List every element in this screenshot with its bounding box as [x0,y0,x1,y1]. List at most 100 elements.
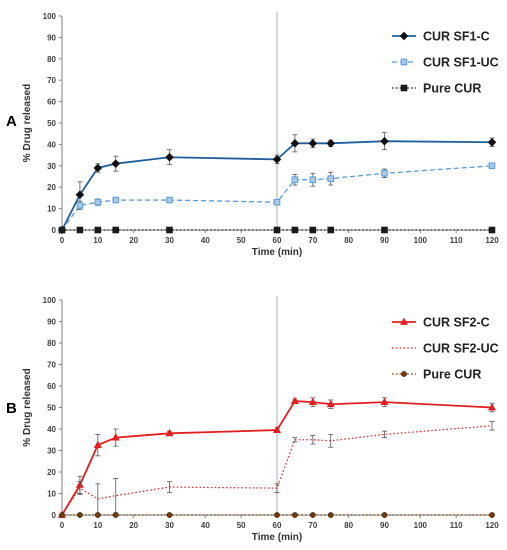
legend-label: Pure CUR [423,82,481,96]
legend-marker [399,317,409,325]
data-point [489,512,495,518]
data-point [487,137,497,147]
data-point [290,396,299,404]
data-point [112,512,119,518]
data-point [308,397,317,406]
x-tick-label: 30 [165,521,174,530]
series-1 [58,162,496,234]
y-tick-label: 10 [47,205,56,214]
data-point [272,155,282,164]
x-tick-label: 70 [308,236,317,245]
legend: CUR SF2-C CUR SF2-UC Pure CUR [392,316,499,382]
data-point [94,226,102,234]
data-point [380,136,389,146]
y-tick-label: 50 [47,404,56,413]
x-tick-label: 120 [485,521,499,530]
data-point [327,175,335,182]
y-tick-label: 90 [47,33,56,42]
data-point [112,196,120,204]
data-point [273,198,281,206]
data-point [112,226,120,234]
data-point [381,169,388,177]
y-tick-label: 60 [47,382,56,391]
legend-label: CUR SF2-C [423,316,490,330]
series-2 [59,512,495,518]
x-tick-label: 40 [201,521,210,530]
data-point [327,512,334,518]
data-point [308,139,318,148]
x-axis-title: Time (min) [252,247,302,258]
data-point [166,226,173,234]
data-point [291,176,299,184]
x-tick-label: 110 [450,236,463,245]
y-tick-label: 100 [43,12,57,21]
data-point [380,397,389,406]
x-tick-label: 80 [344,236,353,245]
x-tick-label: 0 [60,521,65,530]
x-tick-label: 40 [201,236,210,245]
x-tick-label: 50 [237,521,246,530]
data-point [165,152,174,162]
data-point [381,226,388,234]
error-bar [489,421,495,431]
x-tick-label: 10 [93,236,102,245]
legend-label: CUR SF1-C [423,30,490,44]
error-bar [310,435,316,445]
y-tick-label: 0 [52,511,57,520]
y-tick-label: 20 [47,468,56,477]
y-tick-label: 40 [47,425,56,434]
data-point [326,139,336,148]
data-point [327,226,335,234]
y-axis-title: % Drug released [22,368,33,446]
data-point [94,198,102,206]
legend-marker [400,58,408,66]
chart-panel-A: A 0 10 20 30 40 50 60 70 80 90 100 0 10 20 30 40 50 60 70 80… [6,12,499,258]
x-tick-label: 90 [380,521,389,530]
y-tick-label: 100 [43,296,57,305]
data-point [274,512,280,518]
legend-label: CUR SF2-UC [423,342,499,356]
y-axis-title: % Drug released [22,84,33,162]
error-bar [328,433,334,448]
x-tick-label: 100 [414,521,428,530]
y-tick-label: 30 [47,162,56,171]
data-point [488,162,496,170]
x-axis-title: Time (min) [252,532,302,543]
data-point [75,190,85,199]
y-tick-label: 80 [47,339,56,348]
x-tick-label: 110 [450,521,463,530]
y-tick-label: 70 [47,76,56,85]
legend-marker [400,84,408,92]
x-tick-label: 90 [380,236,389,245]
data-point [93,440,102,449]
data-point [93,163,103,173]
chart-panel-B: B 0 10 20 30 40 50 60 70 80 90 100 0 10 20 30 40 50 60 70 80… [6,296,499,543]
data-point [165,428,174,437]
x-tick-label: 20 [129,236,138,245]
data-point [166,512,173,518]
x-tick-label: 0 [60,236,65,245]
data-point [488,226,496,234]
data-point [76,202,84,209]
y-tick-label: 10 [47,490,56,499]
error-bar [274,483,280,493]
legend-label: Pure CUR [423,368,481,382]
y-tick-label: 70 [47,361,56,370]
x-tick-label: 70 [308,521,317,530]
data-point [273,226,281,234]
x-tick-label: 60 [273,236,282,245]
y-tick-label: 80 [47,55,56,64]
error-bar [292,437,298,443]
data-point [59,512,65,518]
data-point [381,512,388,518]
data-point [292,512,298,518]
data-point [326,399,335,408]
y-tick-label: 50 [47,119,56,128]
data-point [272,425,282,433]
y-tick-label: 40 [47,140,56,149]
legend-marker [399,31,409,41]
data-point [309,512,316,518]
error-bar [382,430,387,439]
data-point [111,159,121,168]
data-point [309,176,317,184]
